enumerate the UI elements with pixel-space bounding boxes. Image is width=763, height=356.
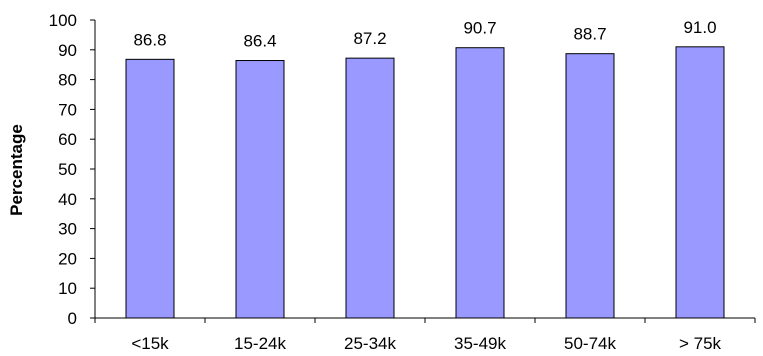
y-tick-label: 70 xyxy=(58,100,77,119)
x-tick-label: 50-74k xyxy=(564,334,616,353)
bars-group xyxy=(125,46,725,319)
data-label: 86.4 xyxy=(243,32,276,51)
y-tick-label: 60 xyxy=(58,130,77,149)
bar xyxy=(565,53,615,319)
y-tick-label: 100 xyxy=(49,11,77,30)
y-tick-label: 20 xyxy=(58,249,77,268)
data-label: 90.7 xyxy=(463,19,496,38)
y-tick-label: 10 xyxy=(58,279,77,298)
y-tick-label: 30 xyxy=(58,220,77,239)
y-tick-label: 90 xyxy=(58,41,77,60)
bar xyxy=(235,60,285,319)
data-label: 91.0 xyxy=(683,18,716,37)
data-label: 88.7 xyxy=(573,25,606,44)
x-tick-label: 35-49k xyxy=(454,334,506,353)
y-tick-label: 50 xyxy=(58,160,77,179)
bar xyxy=(125,58,175,319)
y-axis: 0 10 20 30 40 50 60 70 80 90 100 xyxy=(49,11,96,328)
x-tick-label: <15k xyxy=(131,334,169,353)
data-label: 87.2 xyxy=(353,29,386,48)
y-tick-label: 0 xyxy=(68,309,77,328)
x-axis: <15k 15-24k 25-34k 35-49k 50-74k > 75k xyxy=(94,317,756,353)
bar xyxy=(675,46,725,319)
y-tick-label: 40 xyxy=(58,190,77,209)
data-label: 86.8 xyxy=(133,30,166,49)
y-axis-label: Percentage xyxy=(7,124,26,216)
x-tick-label: 15-24k xyxy=(234,334,286,353)
x-tick-label: > 75k xyxy=(679,334,722,353)
y-tick-label: 80 xyxy=(58,71,77,90)
bar xyxy=(345,57,395,319)
bar xyxy=(455,47,505,319)
data-labels-group: 86.8 86.4 87.2 90.7 88.7 91.0 xyxy=(133,18,716,51)
x-tick-label: 25-34k xyxy=(344,334,396,353)
